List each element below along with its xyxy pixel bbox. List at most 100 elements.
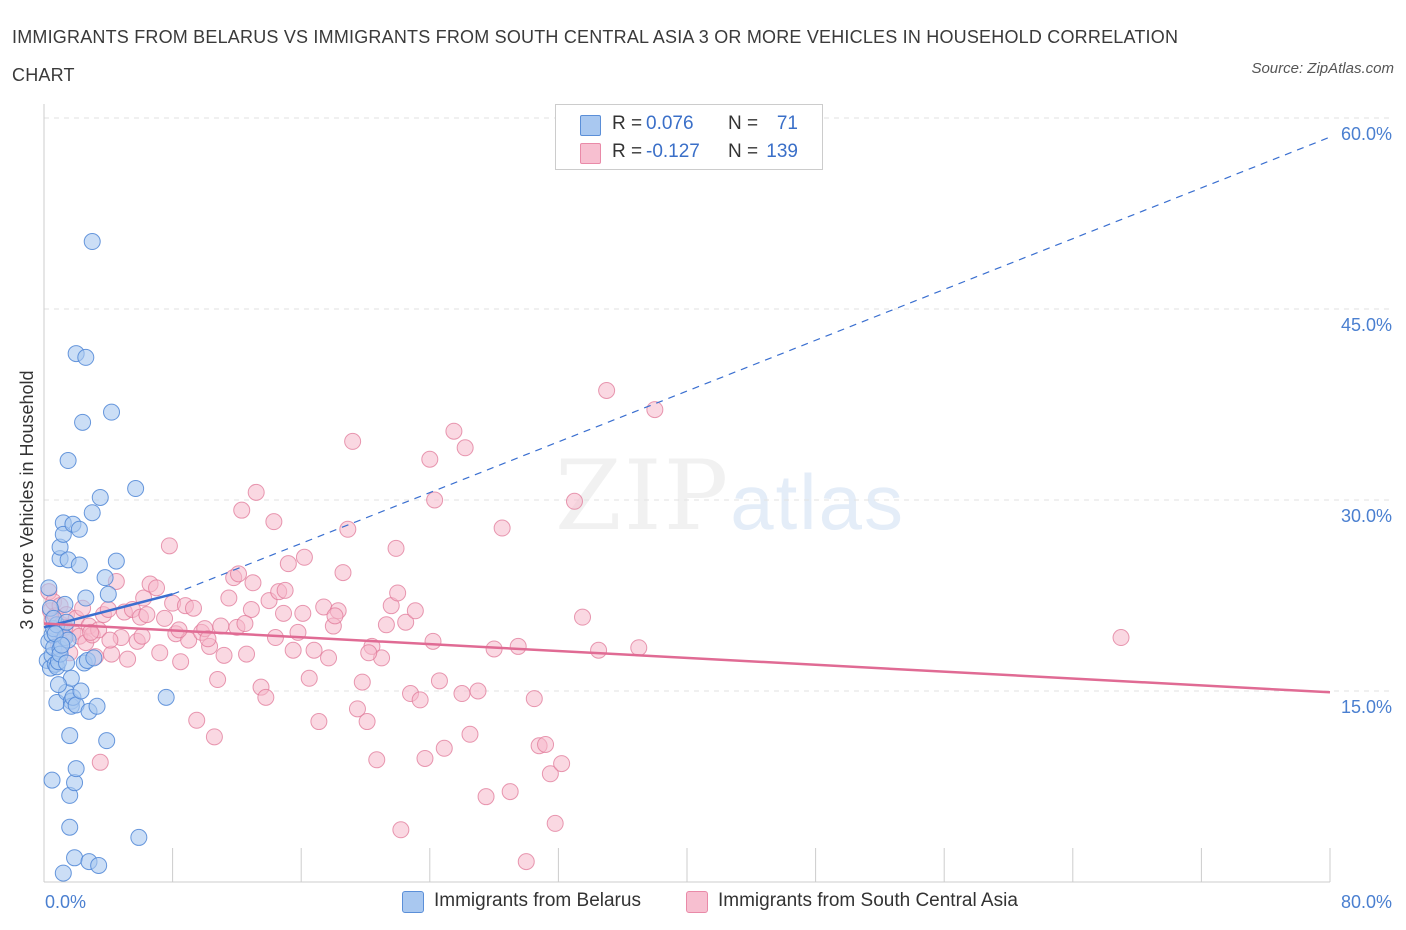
sca-point [236, 615, 254, 633]
bottom-legend-sca: Immigrants from South Central Asia [686, 888, 1046, 916]
legend-n-value: 139 [766, 141, 798, 162]
sca-point [138, 606, 156, 624]
belarus-point [91, 488, 109, 506]
watermark-atlas: atlas [730, 458, 905, 546]
sca-point [477, 788, 495, 806]
y-tick-label: 45.0% [1341, 315, 1392, 335]
sca-point [275, 604, 293, 622]
sca-point [294, 604, 312, 622]
sca-point [1112, 629, 1130, 647]
sca-point [244, 574, 262, 592]
belarus-point [88, 697, 106, 715]
sca-point [421, 450, 439, 468]
sca-point [209, 671, 227, 689]
sca-point [103, 645, 121, 663]
sca-point [353, 673, 371, 691]
bottom-legend-swatch-belarus [402, 891, 424, 913]
sca-point [220, 589, 238, 607]
sca-point [456, 439, 474, 457]
legend-row-sca: R = -0.127 N = 139 [556, 139, 822, 167]
sca-point [205, 728, 223, 746]
sca-point [397, 613, 415, 631]
trend-lines [43, 136, 1331, 694]
belarus-point [83, 504, 101, 522]
belarus-point [96, 569, 114, 587]
sca-point [257, 688, 275, 706]
legend-r-label: R = [612, 141, 643, 162]
sca-point [184, 599, 202, 617]
sca-point [517, 853, 535, 871]
watermark-zip: ZIP [555, 440, 731, 552]
bottom-legend-label-belarus: Immigrants from Belarus [434, 890, 641, 911]
belarus-point [77, 589, 95, 607]
belarus-point [98, 732, 116, 750]
belarus-points [38, 233, 175, 882]
sca-point [574, 608, 592, 626]
sca-point [238, 645, 256, 663]
sca-point [188, 711, 206, 729]
sca-trend-line [43, 622, 1331, 694]
belarus-point [70, 520, 88, 538]
belarus-point [74, 413, 92, 431]
sca-point [493, 519, 511, 537]
belarus-point [85, 649, 103, 667]
sca-point [406, 602, 424, 620]
sca-point [310, 713, 328, 731]
belarus-point [61, 727, 79, 745]
sca-point [430, 672, 448, 690]
belarus-point [103, 403, 121, 421]
sca-point [295, 548, 313, 566]
belarus-point [90, 856, 108, 874]
sca-point [344, 432, 362, 450]
sca-point [537, 735, 555, 753]
belarus-point [77, 348, 95, 366]
chart-title: IMMIGRANTS FROM BELARUS VS IMMIGRANTS FR… [12, 27, 1179, 85]
axes-layer [43, 104, 1331, 883]
sca-point [565, 492, 583, 510]
sca-point [326, 607, 344, 625]
sca-point [445, 422, 463, 440]
sca-point [360, 644, 378, 662]
sca-point [305, 641, 323, 659]
belarus-trend-line [43, 593, 173, 629]
legend-n-value: 71 [776, 113, 798, 134]
belarus-point [56, 595, 74, 613]
y-axis-label: 3 or more Vehicles in Household [17, 370, 37, 629]
sca-point [461, 725, 479, 743]
sca-point [469, 682, 487, 700]
sca-point [387, 539, 405, 557]
bottom-legend-belarus: Immigrants from Belarus [402, 888, 672, 916]
belarus-point [61, 818, 79, 836]
sca-point [266, 629, 284, 647]
sca-point [377, 616, 395, 634]
belarus-point [70, 556, 88, 574]
sca-point [541, 765, 559, 783]
sca-point [233, 501, 251, 519]
legend-row-belarus: R = 0.076 N = 71 [556, 111, 822, 139]
legend-r-value: -0.127 [646, 141, 700, 162]
sca-point [265, 513, 283, 531]
legend-swatch-belarus [580, 115, 601, 136]
sca-point [276, 581, 294, 599]
sca-point [215, 646, 233, 664]
sca-points [40, 381, 1130, 871]
belarus-point [66, 774, 84, 792]
y-tick-label: 30.0% [1341, 506, 1392, 526]
belarus-point [99, 585, 117, 603]
sca-point [172, 653, 190, 671]
legend-r-value: 0.076 [646, 113, 694, 134]
sca-point [339, 520, 357, 538]
sca-point [598, 381, 616, 399]
watermark: ZIPatlas [555, 440, 905, 552]
y-tick-label: 15.0% [1341, 697, 1392, 717]
belarus-point [43, 771, 61, 789]
sca-point [590, 641, 608, 659]
x-tick-label: 80.0% [1341, 892, 1392, 912]
sca-point [247, 483, 265, 501]
legend-swatch-sca [580, 143, 601, 164]
belarus-point [53, 636, 71, 654]
sca-point [156, 609, 174, 627]
sca-point [368, 751, 386, 769]
sca-point [279, 555, 297, 573]
